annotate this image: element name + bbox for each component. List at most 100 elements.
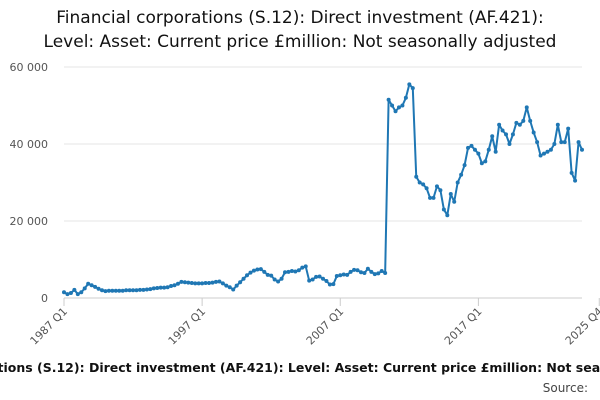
data-point[interactable] (358, 270, 363, 275)
data-point[interactable] (251, 268, 256, 273)
data-point[interactable] (141, 287, 146, 292)
data-point[interactable] (355, 268, 360, 273)
data-point[interactable] (490, 134, 495, 139)
data-point[interactable] (255, 267, 260, 272)
data-point[interactable] (383, 270, 388, 275)
data-point[interactable] (131, 288, 136, 293)
data-point[interactable] (155, 285, 160, 290)
data-point[interactable] (393, 109, 398, 114)
data-point[interactable] (580, 147, 584, 152)
data-point[interactable] (414, 174, 419, 179)
data-point[interactable] (272, 277, 277, 282)
data-point[interactable] (248, 270, 253, 275)
data-point[interactable] (476, 151, 481, 156)
data-point[interactable] (428, 195, 433, 200)
data-point[interactable] (241, 276, 246, 281)
data-point[interactable] (562, 140, 567, 145)
data-point[interactable] (93, 284, 98, 289)
data-point[interactable] (200, 281, 205, 286)
data-point[interactable] (96, 286, 101, 291)
data-point[interactable] (89, 283, 94, 288)
data-point[interactable] (362, 270, 367, 275)
data-point[interactable] (535, 140, 540, 145)
data-point[interactable] (521, 118, 526, 123)
data-point[interactable] (158, 285, 163, 290)
data-point[interactable] (400, 103, 405, 108)
data-point[interactable] (179, 279, 184, 284)
data-point[interactable] (410, 86, 415, 91)
data-point[interactable] (345, 272, 350, 277)
data-point[interactable] (217, 279, 222, 284)
data-point[interactable] (528, 118, 533, 123)
data-point[interactable] (210, 280, 215, 285)
data-point[interactable] (317, 274, 322, 279)
data-point[interactable] (75, 292, 80, 297)
data-point[interactable] (338, 273, 343, 278)
data-point[interactable] (493, 149, 498, 154)
data-point[interactable] (365, 266, 370, 271)
data-point[interactable] (486, 147, 491, 152)
data-point[interactable] (283, 270, 288, 275)
data-point[interactable] (307, 278, 312, 283)
data-point[interactable] (144, 287, 149, 292)
data-point[interactable] (234, 283, 239, 288)
data-point[interactable] (407, 82, 412, 87)
data-point[interactable] (134, 288, 139, 293)
data-point[interactable] (106, 288, 111, 293)
data-point[interactable] (124, 288, 129, 293)
data-point[interactable] (352, 267, 357, 272)
data-point[interactable] (455, 180, 460, 185)
data-point[interactable] (148, 287, 153, 292)
data-point[interactable] (369, 269, 374, 274)
data-point[interactable] (314, 274, 319, 279)
data-point[interactable] (269, 273, 274, 278)
data-point[interactable] (196, 281, 201, 286)
data-point[interactable] (258, 267, 263, 272)
data-point[interactable] (507, 142, 512, 146)
data-point[interactable] (162, 285, 167, 290)
data-point[interactable] (175, 281, 180, 286)
data-point[interactable] (548, 147, 553, 152)
data-point[interactable] (279, 276, 284, 281)
data-point[interactable] (417, 180, 422, 185)
data-point[interactable] (120, 288, 125, 293)
data-point[interactable] (424, 186, 429, 191)
data-point[interactable] (348, 269, 353, 274)
data-point[interactable] (137, 287, 142, 292)
data-point[interactable] (289, 269, 294, 274)
data-point[interactable] (186, 280, 191, 285)
data-point[interactable] (448, 192, 453, 197)
data-point[interactable] (331, 282, 336, 287)
data-point[interactable] (227, 285, 232, 290)
data-point[interactable] (566, 126, 571, 131)
data-point[interactable] (472, 147, 477, 152)
data-point[interactable] (296, 268, 301, 273)
data-point[interactable] (262, 269, 267, 274)
data-point[interactable] (438, 188, 443, 193)
data-point[interactable] (479, 161, 484, 166)
data-point[interactable] (376, 271, 381, 276)
data-point[interactable] (517, 122, 522, 127)
data-point[interactable] (441, 207, 446, 212)
data-point[interactable] (276, 279, 281, 284)
data-point[interactable] (396, 105, 401, 110)
data-point[interactable] (151, 286, 156, 291)
data-point[interactable] (193, 281, 198, 286)
data-point[interactable] (182, 280, 187, 285)
data-point[interactable] (334, 274, 339, 279)
data-point[interactable] (169, 284, 174, 289)
data-point[interactable] (103, 289, 108, 294)
data-point[interactable] (466, 145, 471, 150)
data-point[interactable] (573, 178, 578, 183)
data-point[interactable] (500, 128, 505, 133)
data-point[interactable] (452, 199, 457, 204)
data-point[interactable] (265, 272, 270, 277)
data-point[interactable] (110, 288, 115, 293)
data-point[interactable] (421, 182, 426, 187)
data-point[interactable] (372, 272, 377, 277)
data-point[interactable] (231, 287, 236, 292)
data-point[interactable] (207, 280, 212, 285)
data-point[interactable] (434, 184, 439, 189)
data-point[interactable] (569, 170, 574, 175)
data-point[interactable] (310, 277, 315, 282)
